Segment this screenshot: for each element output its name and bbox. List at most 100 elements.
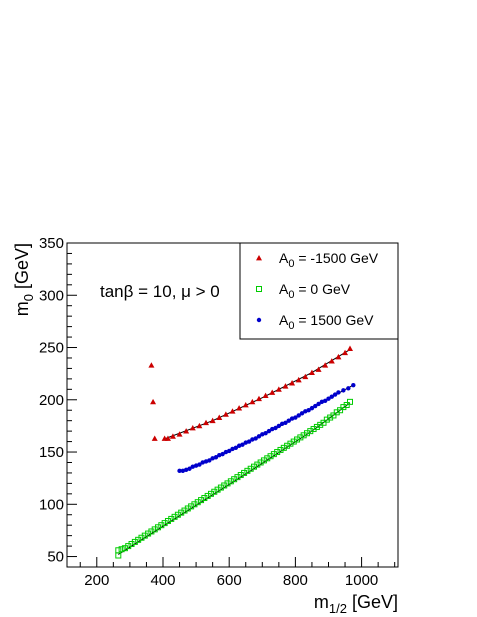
data-point-series-3 (332, 392, 338, 397)
x-tick-label: 400 (150, 572, 175, 589)
x-axis-title: m1/2 [GeV] (314, 592, 398, 616)
data-point-series-3 (190, 464, 195, 469)
data-point-series-3 (319, 399, 325, 405)
data-point-series-3 (250, 437, 255, 442)
data-point-series-3 (260, 432, 265, 437)
data-point-series-1 (209, 417, 216, 424)
y-axis-title: m0 [GeV] (12, 243, 36, 316)
data-point-series-1 (282, 383, 289, 389)
data-point-series-3 (273, 425, 278, 431)
x-tick-label: 200 (84, 572, 109, 589)
data-point-series-3 (217, 452, 222, 458)
data-point-series-3 (270, 426, 275, 432)
data-point-series-3 (253, 436, 258, 441)
legend: A0 = -1500 GeV A0 = 0 GeV A0 = 1500 GeV (239, 242, 399, 340)
x-tick-label: 800 (283, 572, 308, 589)
data-point-series-1 (169, 433, 176, 439)
data-point-series-3 (293, 415, 298, 420)
data-point-series-3 (313, 403, 318, 409)
data-point-series-3 (187, 466, 192, 471)
data-point-series-1 (236, 405, 243, 411)
legend-marker-series-2 (256, 286, 262, 292)
x-tick-label: 1000 (345, 572, 378, 589)
data-point-series-3 (220, 451, 225, 457)
data-point-series-3 (180, 468, 186, 474)
data-point-series-2 (343, 402, 350, 408)
data-point-series-3 (183, 467, 189, 472)
data-point-series-1 (189, 424, 196, 431)
data-point-series-1 (295, 376, 302, 383)
data-point-series-1 (196, 422, 203, 429)
data-point-series-1 (229, 408, 236, 414)
axis-ticks: 200 400 600 800 1000 50 100 150 200 250 300 350 (39, 235, 396, 589)
data-point-series-1 (315, 366, 322, 372)
data-point-series-3 (306, 408, 311, 413)
data-point-series-3 (309, 405, 315, 411)
legend-marker-series-3 (256, 317, 262, 323)
data-point-series-3 (226, 448, 232, 454)
data-point-series-1 (335, 353, 342, 360)
y-tick-label: 300 (39, 287, 64, 304)
data-point-series-3 (351, 382, 356, 388)
data-point-series-2 (347, 398, 354, 405)
data-point-series-1 (347, 345, 354, 351)
data-point-series-3 (263, 431, 268, 436)
data-point-series-1 (148, 362, 155, 368)
data-point-series-1 (183, 428, 190, 434)
data-point-series-1 (322, 362, 329, 368)
y-tick-label: 250 (39, 340, 64, 357)
data-point-series-2 (118, 546, 125, 553)
annotation-text: tanβ = 10, μ > 0 (100, 282, 220, 301)
data-point-series-3 (243, 440, 248, 445)
data-point-series-3 (203, 459, 209, 464)
data-point-series-1 (242, 402, 249, 408)
legend-label-series-1: A0 = -1500 GeV (279, 250, 379, 270)
data-point-series-2 (337, 407, 344, 414)
data-point-series-3 (223, 449, 229, 455)
data-point-series-3 (193, 463, 199, 468)
data-point-series-3 (336, 390, 341, 395)
data-point-series-1 (222, 411, 229, 417)
data-point-series-1 (164, 435, 171, 441)
legend-label-series-3: A0 = 1500 GeV (279, 312, 374, 332)
data-point-series-1 (150, 398, 157, 405)
data-point-series-3 (326, 396, 331, 401)
data-point-series-3 (210, 456, 215, 461)
data-point-series-3 (289, 416, 295, 421)
data-point-series-3 (266, 428, 272, 434)
legend-box (239, 242, 399, 340)
data-point-series-1 (203, 419, 210, 426)
data-point-series-1 (249, 398, 256, 405)
data-point-series-3 (197, 462, 202, 467)
data-point-series-2 (330, 412, 337, 419)
data-point-series-3 (230, 446, 235, 452)
legend-marker-series-1 (256, 255, 262, 261)
data-point-series-1 (176, 431, 183, 437)
y-tick-label: 100 (39, 496, 64, 513)
data-point-series-1 (151, 435, 158, 441)
data-points (115, 345, 356, 559)
data-point-series-3 (213, 455, 219, 460)
data-point-series-3 (200, 460, 205, 465)
data-point-series-3 (303, 409, 308, 414)
data-point-series-1 (216, 414, 223, 420)
data-point-series-3 (299, 411, 305, 416)
data-point-series-3 (329, 394, 334, 399)
data-point-series-3 (207, 458, 212, 463)
data-point-series-1 (342, 349, 349, 356)
data-point-series-1 (328, 358, 335, 364)
y-tick-label: 150 (39, 444, 64, 461)
data-point-series-3 (233, 445, 239, 451)
data-point-series-3 (256, 434, 262, 439)
y-tick-label: 350 (39, 235, 64, 252)
data-point-series-1 (262, 392, 269, 398)
data-point-series-2 (115, 547, 122, 554)
data-point-series-1 (255, 395, 262, 402)
y-tick-label: 200 (39, 392, 64, 409)
y-tick-label: 50 (47, 549, 64, 566)
data-point-series-3 (346, 386, 351, 391)
data-point-series-3 (177, 468, 182, 474)
data-point-series-1 (269, 389, 276, 395)
legend-label-series-2: A0 = 0 GeV (279, 281, 351, 301)
